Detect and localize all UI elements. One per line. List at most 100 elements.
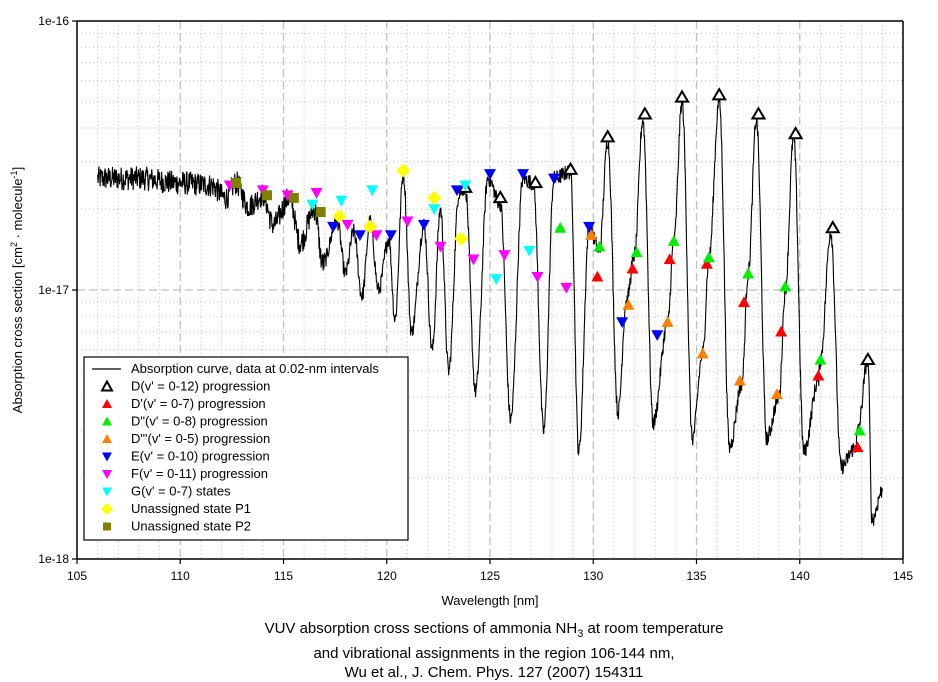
data-marker [651,330,664,342]
legend-box [83,356,409,541]
data-marker [711,87,727,101]
data-marker [779,280,792,292]
data-marker [450,185,463,197]
data-marker [554,222,567,233]
data-marker [591,270,604,282]
caption-line-1: VUV absorption cross sections of ammonia… [264,620,724,640]
data-marker [674,89,690,103]
x-tick-label: 120 [377,569,397,583]
data-marker [363,219,378,234]
data-marker [396,163,411,178]
legend-marker-icon [102,452,112,462]
data-marker [327,221,340,233]
data-marker [775,325,788,337]
marker-layer [223,87,876,453]
legend-marker-icon [102,399,112,408]
data-marker [700,257,713,269]
data-marker [231,177,242,188]
caption-line-2: and vibrational assignments in the regio… [313,645,675,662]
data-marker [288,192,299,203]
data-marker [696,347,709,359]
data-marker [527,174,544,189]
data-marker [332,209,347,224]
legend-label: G(v' = 0-7) states [131,484,231,499]
y-tick-label: 1e-18 [38,552,69,566]
grid [77,21,903,559]
data-marker [310,187,323,199]
x-tick-label: 115 [274,569,293,583]
data-marker [599,129,616,143]
y-ticks: 1e-18 1e-17 1e-16 [38,14,77,566]
data-marker [637,106,653,120]
data-marker [742,267,755,279]
data-marker [771,388,784,399]
data-marker [517,169,530,180]
legend-label: E(v' = 0-10) progression [131,449,270,464]
data-marker [261,190,272,201]
legend-marker-icon [102,487,112,497]
data-marker [490,274,503,285]
x-tick-label: 130 [583,569,603,583]
data-marker [661,316,674,327]
data-marker [548,173,561,185]
data-marker [370,230,383,242]
legend-label: Unassigned state P1 [131,501,251,516]
data-marker [454,231,469,246]
data-marker [787,126,804,140]
x-tick-label: 135 [686,569,706,583]
data-marker [428,204,441,216]
legend-label: D'(v' = 0-7) progression [131,396,266,411]
data-marker [417,219,430,231]
data-marker [622,298,635,310]
caption: VUV absorption cross sections of ammonia… [0,619,938,682]
data-marker [825,220,841,234]
data-marker [630,246,643,258]
x-tick-label: 145 [893,569,913,583]
legend-label: D"(v' = 0-8) progression [131,414,268,429]
data-marker [860,351,876,366]
data-marker [341,219,354,231]
data-marker [384,230,397,242]
data-marker [484,169,496,180]
data-marker [523,245,536,257]
legend-marker-icon [102,470,112,479]
legend: Absorption curve, data at 0.02-nm interv… [83,356,409,541]
data-marker [593,240,606,252]
x-tick-label: 110 [171,569,190,583]
data-marker [531,271,544,283]
data-marker [492,189,509,204]
y-axis-title: Absorption cross section [cm2 · molecule… [9,167,25,413]
data-marker [366,185,379,197]
legend-label: D"'(v' = 0-5) progression [131,431,270,446]
data-marker [851,441,864,453]
data-marker [853,424,866,436]
data-marker [663,253,676,265]
data-marker [667,235,680,246]
data-marker [459,180,472,192]
data-marker [427,190,442,205]
data-marker [306,199,319,211]
legend-marker-icon [100,379,114,392]
x-ticks: 105 110 115 120 125 130 135 140 145 [67,559,913,583]
x-tick-label: 140 [790,569,810,583]
legend-label: F(v' = 0-11) progression [131,466,268,481]
x-axis-title: Wavelength [nm] [441,593,538,608]
data-marker [585,229,598,240]
legend-label: D(v' = 0-12) progression [131,379,270,394]
legend-marker-icon [102,434,112,443]
data-marker [750,106,767,120]
data-marker [812,369,825,381]
data-marker [583,221,596,233]
data-marker [616,317,629,329]
data-marker [626,262,639,274]
legend-marker-icon [103,522,111,531]
legend-label: Absorption curve, data at 0.02-nm interv… [131,361,379,376]
absorption-curve-layer [97,92,883,526]
data-marker [560,282,573,294]
data-marker [702,251,715,263]
legend-label: Unassigned state P2 [131,519,251,534]
legend-marker-icon [102,416,112,426]
data-marker [737,296,750,308]
x-tick-label: 105 [67,569,87,583]
